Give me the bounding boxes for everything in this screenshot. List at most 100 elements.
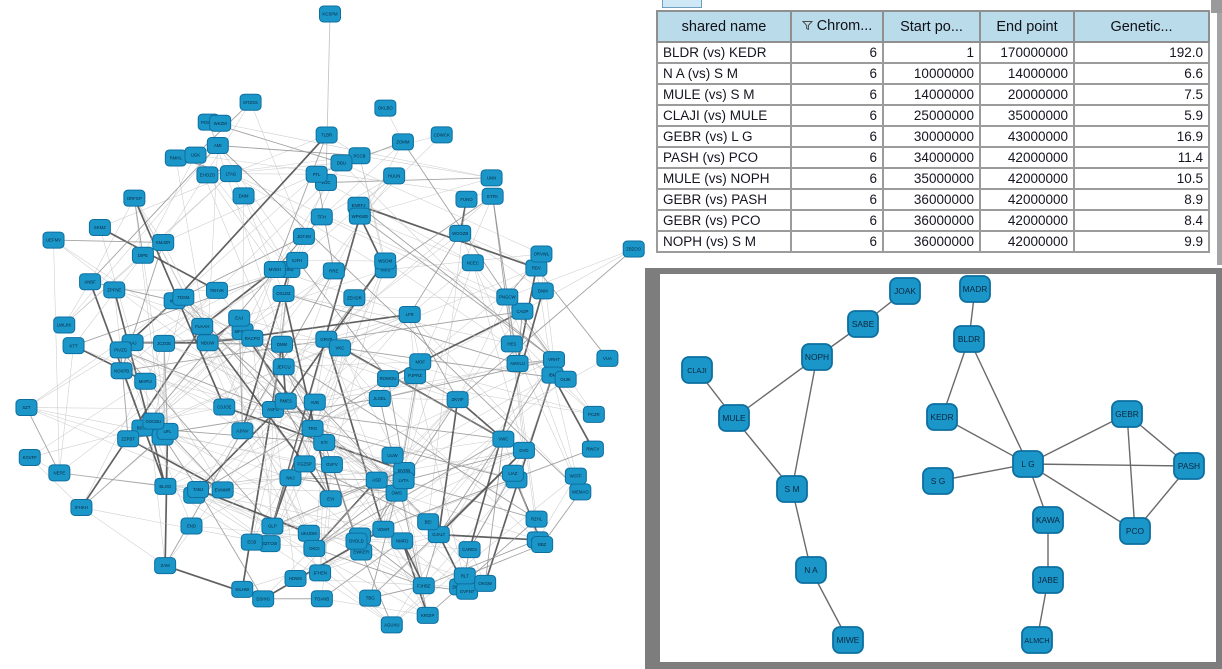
- overview-node[interactable]: DVD: [512, 441, 535, 459]
- column-header-start-po---[interactable]: Start po...: [882, 10, 981, 43]
- overview-node[interactable]: NMFD: [391, 532, 414, 550]
- overview-node[interactable]: HDWS: [284, 569, 307, 587]
- overview-node[interactable]: KGVFF: [18, 448, 41, 466]
- overview-node[interactable]: TFH: [310, 208, 333, 226]
- overview-node[interactable]: DIPE: [131, 246, 154, 264]
- table-cell[interactable]: 170000000: [979, 41, 1075, 64]
- overview-node[interactable]: RWCV: [581, 440, 604, 458]
- overview-node[interactable]: TBG: [359, 589, 382, 607]
- overview-node[interactable]: MTZSS: [239, 93, 262, 111]
- table-cell[interactable]: NOPH (vs) S M: [656, 230, 792, 253]
- table-cell[interactable]: 34000000: [882, 146, 981, 169]
- overview-node[interactable]: ZOMM: [391, 133, 414, 151]
- table-cell[interactable]: 25000000: [882, 104, 981, 127]
- overview-node[interactable]: OKLBO: [374, 99, 397, 117]
- table-cell[interactable]: 1: [882, 41, 981, 64]
- overview-node[interactable]: FUAAH: [191, 317, 214, 335]
- overview-node[interactable]: ZKVIF: [446, 391, 469, 409]
- overview-node[interactable]: ORFGP: [123, 189, 146, 207]
- overview-node[interactable]: MOF: [409, 353, 432, 371]
- table-cell[interactable]: MULE (vs) S M: [656, 83, 792, 106]
- overview-node[interactable]: ORVWL: [530, 245, 553, 263]
- overview-node[interactable]: BLOG: [154, 477, 177, 495]
- overview-node[interactable]: AMVLU: [506, 355, 529, 373]
- detail-node-SG[interactable]: S G: [922, 467, 954, 495]
- overview-node[interactable]: ETFK: [481, 187, 504, 205]
- overview-node[interactable]: IFHKH: [70, 498, 93, 516]
- detail-node-KAWA[interactable]: KAWA: [1032, 506, 1064, 534]
- overview-node[interactable]: RDV: [525, 259, 548, 277]
- overview-node[interactable]: EVI: [319, 490, 342, 508]
- overview-node[interactable]: RLT: [453, 567, 476, 585]
- table-row[interactable]: MULE (vs) NOPH 6 35000000 42000000 10.5: [656, 167, 1210, 190]
- overview-node[interactable]: OKCI: [303, 539, 326, 557]
- overview-node[interactable]: END: [180, 517, 203, 535]
- table-row[interactable]: NOPH (vs) S M 6 36000000 42000000 9.9: [656, 230, 1210, 253]
- overview-node[interactable]: JLGEL: [368, 390, 391, 408]
- overview-node[interactable]: EAJ: [228, 309, 251, 327]
- table-cell[interactable]: BLDR (vs) KEDR: [656, 41, 792, 64]
- overview-node[interactable]: AJINV: [231, 422, 254, 440]
- table-cell[interactable]: 35000000: [979, 104, 1075, 127]
- overview-node[interactable]: KROIP: [416, 606, 439, 624]
- overview-node[interactable]: ZEHDR: [343, 289, 366, 307]
- overview-node[interactable]: JEFCU: [272, 358, 295, 376]
- table-cell[interactable]: 6: [790, 62, 884, 85]
- overview-node[interactable]: NCEC: [461, 254, 484, 272]
- table-row[interactable]: GEBR (vs) L G 6 30000000 43000000 16.9: [656, 125, 1210, 148]
- overview-node[interactable]: HES: [500, 335, 523, 353]
- table-row[interactable]: GEBR (vs) PASH 6 36000000 42000000 8.9: [656, 188, 1210, 211]
- overview-node[interactable]: WOGZB: [449, 224, 472, 242]
- overview-node[interactable]: GLP: [261, 517, 284, 535]
- overview-node[interactable]: JCZGE: [153, 334, 176, 352]
- overview-node[interactable]: TEHVK: [205, 281, 228, 299]
- table-cell[interactable]: 14000000: [882, 83, 981, 106]
- table-cell[interactable]: N A (vs) S M: [656, 62, 792, 85]
- detail-node-ALMCH[interactable]: ALMCH: [1021, 626, 1053, 654]
- overview-node[interactable]: UKUDM: [297, 524, 320, 542]
- overview-node[interactable]: OUIK: [554, 370, 577, 388]
- overview-node[interactable]: HUUN: [383, 167, 406, 185]
- column-header-end-point[interactable]: End point: [979, 10, 1075, 43]
- overview-node[interactable]: DSHIG: [252, 590, 275, 608]
- overview-node[interactable]: VUA: [596, 349, 619, 367]
- table-cell[interactable]: 5.9: [1073, 104, 1210, 127]
- table-cell[interactable]: 16.9: [1073, 125, 1210, 148]
- overview-node[interactable]: DVDLD: [345, 532, 368, 550]
- table-cell[interactable]: 192.0: [1073, 41, 1210, 64]
- table-cell[interactable]: 42000000: [979, 167, 1075, 190]
- column-header-chrom---[interactable]: Chrom...: [790, 10, 884, 43]
- table-row[interactable]: PASH (vs) PCO 6 34000000 42000000 11.4: [656, 146, 1210, 169]
- overview-node[interactable]: ZAM: [154, 557, 177, 575]
- table-cell[interactable]: 6: [790, 209, 884, 232]
- overview-node[interactable]: VDKR: [372, 520, 395, 538]
- table-cell[interactable]: GEBR (vs) PCO: [656, 209, 792, 232]
- table-cell[interactable]: 10000000: [882, 62, 981, 85]
- overview-node[interactable]: KCSPM: [319, 5, 341, 23]
- table-cell[interactable]: 6: [790, 230, 884, 253]
- overview-node[interactable]: UGK: [184, 146, 207, 164]
- overview-node[interactable]: UNN: [480, 169, 503, 187]
- overview-node[interactable]: DNM: [232, 187, 255, 205]
- column-header-genetic---[interactable]: Genetic...: [1073, 10, 1210, 43]
- table-cell[interactable]: 8.4: [1073, 209, 1210, 232]
- detail-node-JOAK[interactable]: JOAK: [889, 277, 921, 305]
- detail-node-NA[interactable]: N A: [795, 556, 827, 584]
- overview-node[interactable]: FGZSP: [293, 455, 316, 473]
- table-cell[interactable]: CLAJI (vs) MULE: [656, 104, 792, 127]
- overview-node[interactable]: CDWCK: [430, 126, 453, 144]
- table-row[interactable]: GEBR (vs) PCO 6 36000000 42000000 8.4: [656, 209, 1210, 232]
- overview-node[interactable]: ECB: [240, 533, 263, 551]
- overview-node[interactable]: WPKMD: [348, 207, 371, 225]
- overview-node[interactable]: CSJOE: [213, 398, 236, 416]
- detail-node-PCO[interactable]: PCO: [1119, 517, 1151, 545]
- overview-node[interactable]: BEI: [417, 513, 440, 531]
- overview-node[interactable]: ZBZOO: [622, 240, 645, 258]
- table-cell[interactable]: 6: [790, 125, 884, 148]
- detail-node-MIWE[interactable]: MIWE: [832, 626, 864, 654]
- overview-node[interactable]: RMES: [274, 392, 297, 410]
- table-row[interactable]: CLAJI (vs) MULE 6 25000000 35000000 5.9: [656, 104, 1210, 127]
- table-cell[interactable]: 6: [790, 188, 884, 211]
- overview-node[interactable]: KTT: [62, 337, 85, 355]
- overview-node[interactable]: OKGW: [474, 574, 497, 592]
